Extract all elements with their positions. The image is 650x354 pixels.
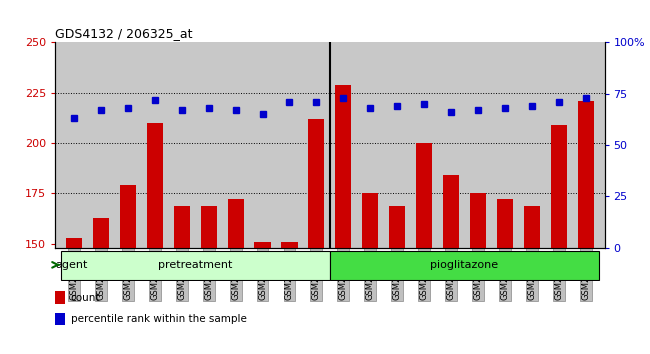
Text: agent: agent bbox=[55, 260, 88, 270]
Bar bbox=[55, 291, 65, 304]
Text: GDS4132 / 206325_at: GDS4132 / 206325_at bbox=[55, 27, 193, 40]
Text: pretreatment: pretreatment bbox=[158, 260, 233, 270]
Bar bbox=[147, 123, 163, 354]
Bar bbox=[443, 175, 459, 354]
Bar bbox=[330, 251, 599, 280]
Bar bbox=[227, 200, 244, 354]
Bar bbox=[55, 313, 65, 325]
Text: count: count bbox=[71, 293, 100, 303]
Bar bbox=[578, 101, 593, 354]
Bar bbox=[66, 238, 82, 354]
Text: percentile rank within the sample: percentile rank within the sample bbox=[71, 314, 246, 324]
Bar bbox=[362, 193, 378, 354]
Bar bbox=[335, 85, 352, 354]
Bar bbox=[416, 143, 432, 354]
Bar bbox=[201, 206, 217, 354]
Bar bbox=[174, 206, 190, 354]
Bar bbox=[470, 193, 486, 354]
Bar bbox=[60, 251, 330, 280]
Bar bbox=[389, 206, 405, 354]
Bar bbox=[120, 185, 136, 354]
Bar bbox=[93, 218, 109, 354]
Bar bbox=[281, 242, 298, 354]
Bar bbox=[524, 206, 540, 354]
Bar bbox=[255, 242, 270, 354]
Bar bbox=[497, 200, 513, 354]
Text: pioglitazone: pioglitazone bbox=[430, 260, 499, 270]
Bar bbox=[551, 125, 567, 354]
Bar bbox=[308, 119, 324, 354]
